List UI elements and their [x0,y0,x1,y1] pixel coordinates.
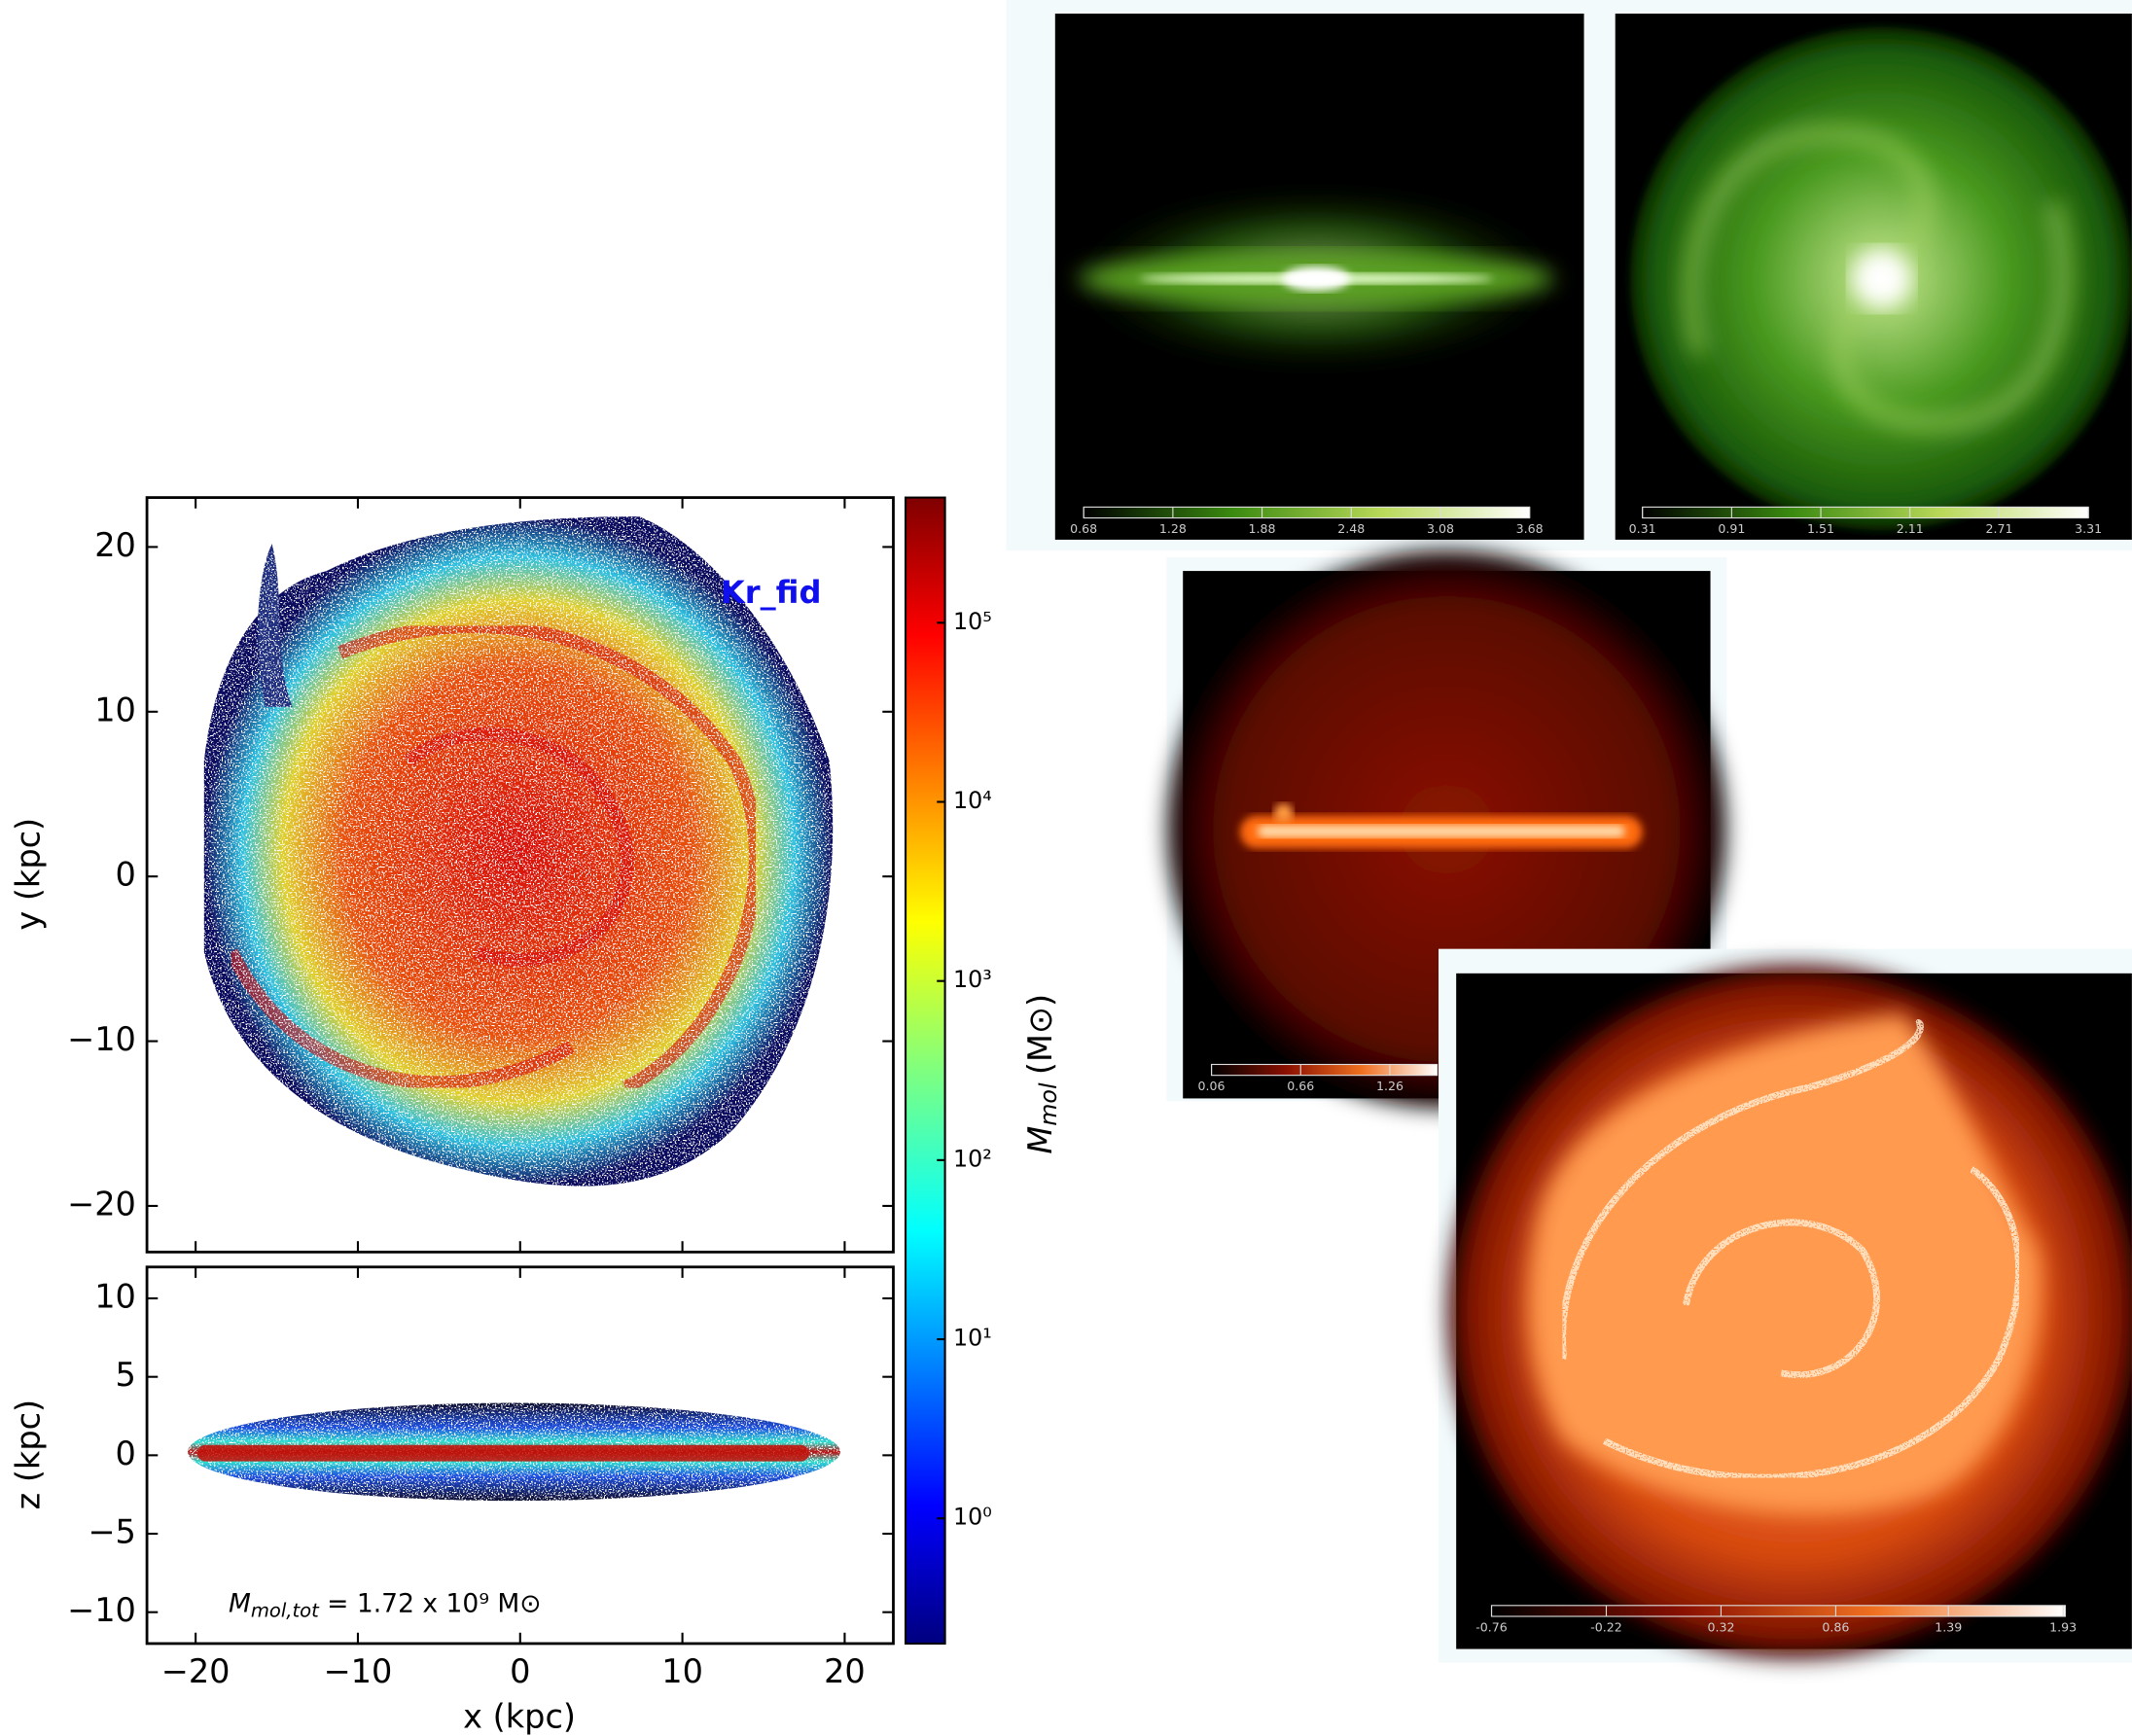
y-axis-label: y (kpc) [9,818,47,931]
z-axis-label: z (kpc) [9,1399,47,1510]
colorbar-tick-label: 10⁵ [953,608,992,635]
total-mass: Mmol,tot = 1.72 x 10⁹ M⊙ [229,1588,542,1621]
image-colorbar-label: 0.31 [1629,521,1656,536]
image-colorbar-label: 0.86 [1822,1619,1849,1634]
image-red-face-on [1448,965,2132,1658]
y-tick-label: 0 [116,856,136,894]
image-colorbar-label: 1.28 [1159,521,1187,536]
colorbar-symbol: M [1020,1126,1058,1154]
colorbar-label: Mmol (M⊙) [1020,994,1061,1154]
x-axis-label: x (kpc) [463,1697,576,1735]
mass-value: = 1.72 x 10⁹ M⊙ [327,1588,541,1618]
colorbar-subscript: mol [1035,1082,1062,1126]
image-colorbar-label: 0.91 [1718,521,1745,536]
colorbar [906,498,945,1644]
image-colorbar-label: 0.66 [1287,1079,1314,1093]
page: y (kpc) z (kpc) x (kpc) Kr_fid Mmol,tot =… [0,0,2132,1736]
mass-subscript: mol,tot [251,1599,320,1621]
colorbar-tick-label: 10⁴ [953,787,992,814]
image-colorbar-label: -0.22 [1590,1619,1622,1634]
colorbar-tick-label: 10⁰ [953,1504,992,1531]
y-tick-label: 10 [94,1278,136,1316]
x-tick-label: 10 [661,1652,703,1690]
colorbar-tick-label: 10³ [953,966,992,993]
x-tick-label: −20 [161,1652,231,1690]
figure: y (kpc) z (kpc) x (kpc) Kr_fid Mmol,tot =… [0,0,2132,1736]
y-tick-label: 20 [94,526,136,564]
x-tick-label: −10 [324,1652,393,1690]
image-colorbar-label: 1.26 [1376,1079,1404,1093]
image-colorbar [1212,1064,1438,1075]
run-label: Kr_fid [721,574,822,611]
image-colorbar-label: 1.93 [2049,1619,2077,1634]
image-colorbar-label: 1.39 [1935,1619,1962,1634]
image-colorbar-label: 1.88 [1249,521,1276,536]
image-colorbar-label: 0.06 [1198,1079,1226,1093]
image-colorbar-label: 3.68 [1516,521,1544,536]
face-on-scatter [204,516,833,1186]
y-tick-label: 0 [116,1435,136,1472]
image-colorbar-label: 2.71 [1985,521,2012,536]
mass-symbol: M [229,1588,251,1618]
image-green-face-on [1616,14,2132,540]
image-colorbar-label: 2.48 [1337,521,1365,536]
y-tick-label: −10 [67,1591,136,1629]
y-tick-label: 5 [116,1356,136,1394]
image-colorbar [1084,507,1529,517]
image-colorbar-label: 3.31 [2075,521,2102,536]
image-colorbar [1492,1606,2066,1616]
image-colorbar-label: -0.76 [1475,1619,1508,1634]
x-tick-label: 0 [510,1652,530,1690]
colorbar-tick-label: 10¹ [953,1325,992,1352]
y-tick-label: −5 [88,1513,135,1551]
y-tick-label: −20 [67,1185,136,1222]
image-green-edge-on [1055,14,1584,540]
image-colorbar [1643,507,2088,517]
y-tick-label: −10 [67,1020,136,1058]
x-tick-label: 20 [824,1652,866,1690]
image-colorbar-label: 3.08 [1427,521,1454,536]
colorbar-tick-label: 10² [953,1145,992,1172]
image-colorbar-label: 0.68 [1070,521,1097,536]
colorbar-unit: (M⊙) [1020,994,1058,1075]
image-colorbar-label: 1.51 [1807,521,1834,536]
y-tick-label: 10 [94,691,136,728]
image-colorbar-label: 0.32 [1707,1619,1734,1634]
edge-on-scatter [188,1403,840,1502]
image-colorbar-label: 2.11 [1897,521,1924,536]
